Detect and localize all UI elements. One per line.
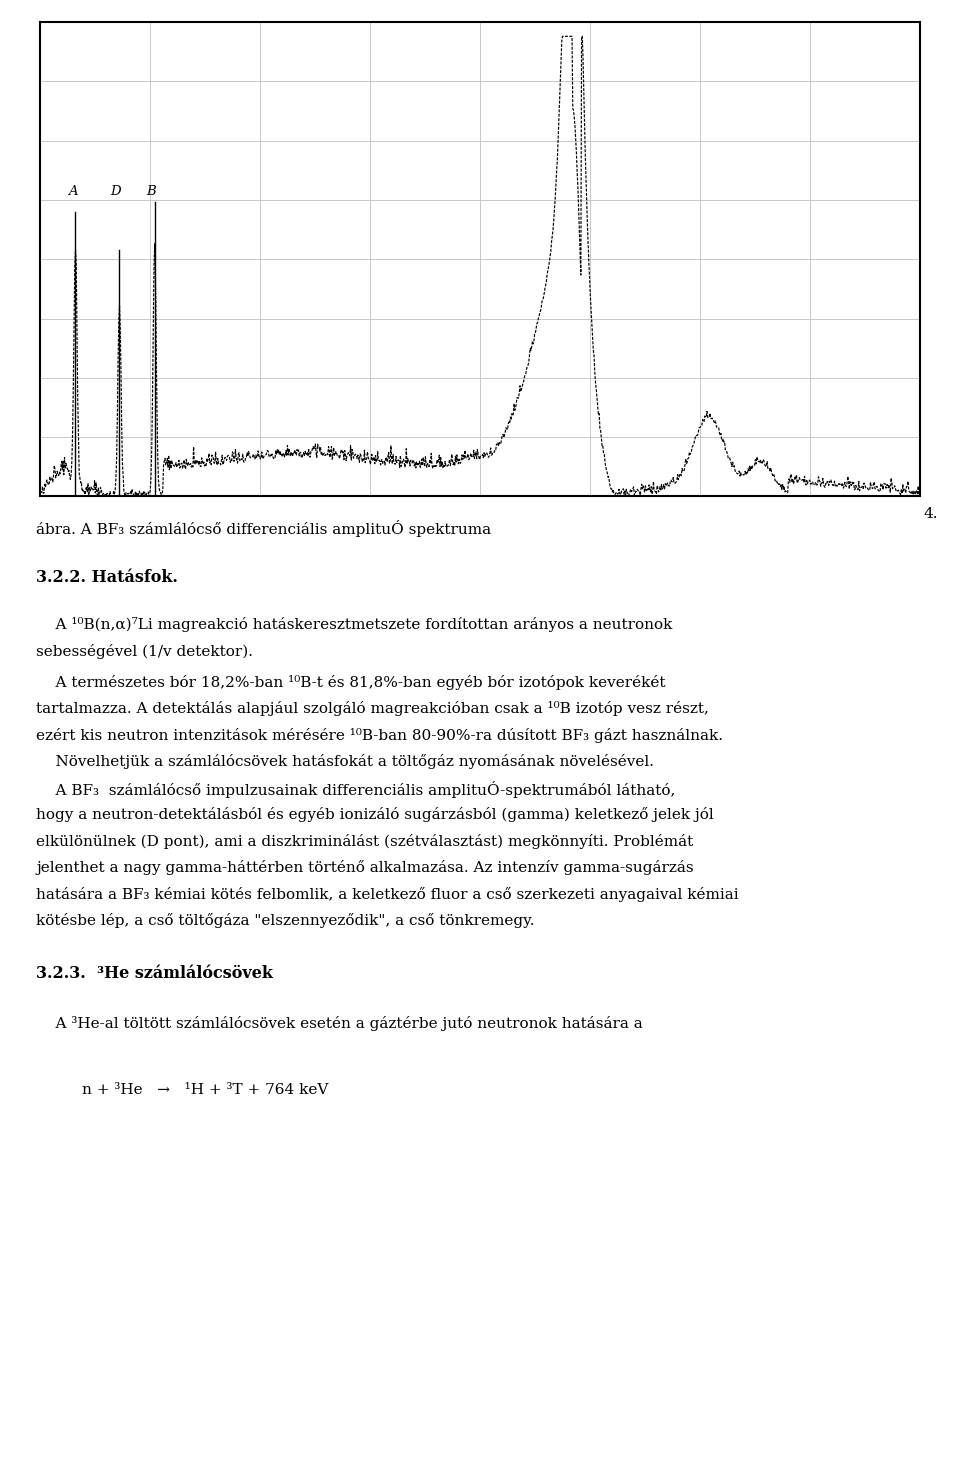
Text: A: A [68, 184, 78, 197]
Text: elkülönülnek (D pont), ami a diszkriminálást (szétválasztást) megkönnyíti. Probl: elkülönülnek (D pont), ami a diszkriminá… [36, 834, 694, 848]
Text: n + ³He   →   ¹H + ³T + 764 keV: n + ³He → ¹H + ³T + 764 keV [82, 1083, 328, 1097]
Text: A ¹⁰B(n,α)⁷Li magreakció hatáskeresztmetszete fordítottan arányos a neutronok: A ¹⁰B(n,α)⁷Li magreakció hatáskeresztmet… [36, 617, 673, 632]
Text: kötésbe lép, a cső töltőgáza "elszennyeződik", a cső tönkremegy.: kötésbe lép, a cső töltőgáza "elszennyez… [36, 913, 535, 928]
Text: A BF₃  számlálócső impulzusainak differenciális amplituÓ-spektrumából látható,: A BF₃ számlálócső impulzusainak differen… [36, 781, 676, 798]
Text: A ³He-al töltött számlálócsövek esetén a gáztérbe jutó neutronok hatására a: A ³He-al töltött számlálócsövek esetén a… [36, 1016, 643, 1031]
Text: B: B [146, 184, 156, 197]
Text: Növelhetjük a számlálócsövek hatásfokát a töltőgáz nyomásának növelésével.: Növelhetjük a számlálócsövek hatásfokát … [36, 754, 655, 769]
Text: jelenthet a nagy gamma-háttérben történő alkalmazása. Az intenzív gamma-sugárzás: jelenthet a nagy gamma-háttérben történő… [36, 860, 694, 875]
Text: 3.2.2. Hatásfok.: 3.2.2. Hatásfok. [36, 569, 179, 586]
Text: sebességével (1/v detektor).: sebességével (1/v detektor). [36, 644, 253, 658]
Text: hogy a neutron-detektálásból és egyéb ionizáló sugárzásból (gamma) keletkező jel: hogy a neutron-detektálásból és egyéb io… [36, 807, 714, 822]
Text: A természetes bór 18,2%-ban ¹⁰B-t és 81,8%-ban egyéb bór izotópok keverékét: A természetes bór 18,2%-ban ¹⁰B-t és 81,… [36, 675, 666, 689]
Text: ábra. A BF₃ számlálócső differenciális amplituÓ spektruma: ábra. A BF₃ számlálócső differenciális a… [36, 520, 492, 538]
Text: D: D [110, 184, 121, 197]
Text: 4.: 4. [924, 507, 938, 521]
Text: ezért kis neutron intenzitások mérésére ¹⁰B-ban 80-90%-ra dúsított BF₃ gázt hasz: ezért kis neutron intenzitások mérésére … [36, 728, 724, 742]
Text: 3.2.3.  ³He számlálócsövek: 3.2.3. ³He számlálócsövek [36, 965, 274, 982]
Text: hatására a BF₃ kémiai kötés felbomlik, a keletkező fluor a cső szerkezeti anyaga: hatására a BF₃ kémiai kötés felbomlik, a… [36, 887, 739, 901]
Text: tartalmazza. A detektálás alapjául szolgáló magreakcióban csak a ¹⁰B izotóp vesz: tartalmazza. A detektálás alapjául szolg… [36, 701, 709, 716]
